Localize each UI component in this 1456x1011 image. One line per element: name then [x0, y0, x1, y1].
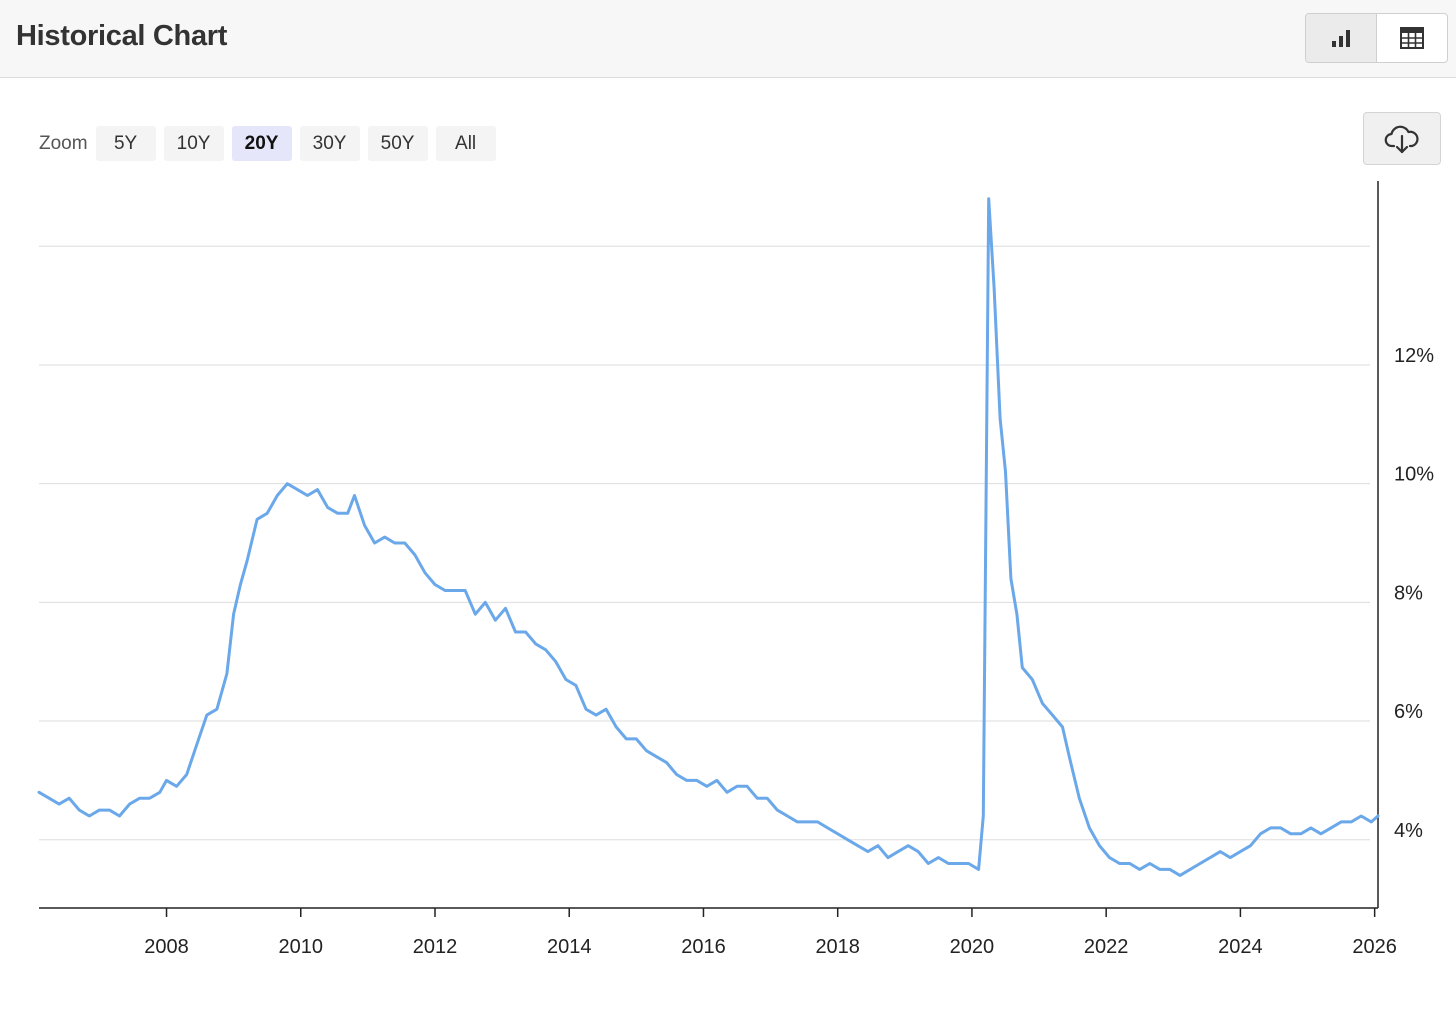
zoom-50y-button[interactable]: 50Y: [367, 126, 428, 161]
y-tick-label: 12%: [1394, 345, 1434, 367]
y-tick-label: 6%: [1394, 701, 1423, 723]
chart-header: Historical Chart: [0, 0, 1456, 78]
x-tick-label: 2022: [1084, 936, 1129, 958]
x-tick-label: 2016: [681, 936, 726, 958]
x-tick-label: 2020: [950, 936, 995, 958]
cloud-download-icon: [1384, 125, 1419, 153]
download-button[interactable]: [1363, 112, 1441, 165]
zoom-all-button[interactable]: All: [435, 126, 496, 161]
x-tick-label: 2024: [1218, 936, 1263, 958]
zoom-30y-button[interactable]: 30Y: [299, 126, 360, 161]
zoom-bar: Zoom 5Y 10Y 20Y 30Y 50Y All: [39, 126, 504, 161]
x-tick-label: 2010: [279, 936, 324, 958]
x-tick-label: 2008: [144, 936, 189, 958]
zoom-20y-button[interactable]: 20Y: [231, 126, 292, 161]
tick-label-layer: 2008 2010 2012 2014 2016 2018 2020 2022 2024 2026…: [144, 345, 1434, 958]
y-tick-label: 8%: [1394, 582, 1423, 604]
x-tick-label: 2026: [1352, 936, 1397, 958]
grid-layer: [39, 245, 1370, 841]
x-tick-label: 2014: [547, 936, 592, 958]
bar-chart-icon: [1331, 30, 1350, 47]
table-icon: [1399, 27, 1424, 49]
series-line: [37, 197, 1380, 877]
zoom-10y-button[interactable]: 10Y: [163, 126, 224, 161]
axis-layer: [39, 181, 1379, 917]
table-view-button[interactable]: [1377, 14, 1448, 62]
x-tick-label: 2012: [413, 936, 458, 958]
series-layer: [37, 197, 1380, 877]
zoom-label: Zoom: [39, 132, 88, 154]
y-tick-label: 10%: [1394, 464, 1434, 486]
zoom-5y-button[interactable]: 5Y: [95, 126, 156, 161]
chart-view-button[interactable]: [1306, 14, 1377, 62]
x-tick-label: 2018: [815, 936, 860, 958]
page-title: Historical Chart: [16, 20, 228, 52]
y-tick-label: 4%: [1394, 820, 1423, 842]
view-toggle: [1305, 13, 1448, 63]
